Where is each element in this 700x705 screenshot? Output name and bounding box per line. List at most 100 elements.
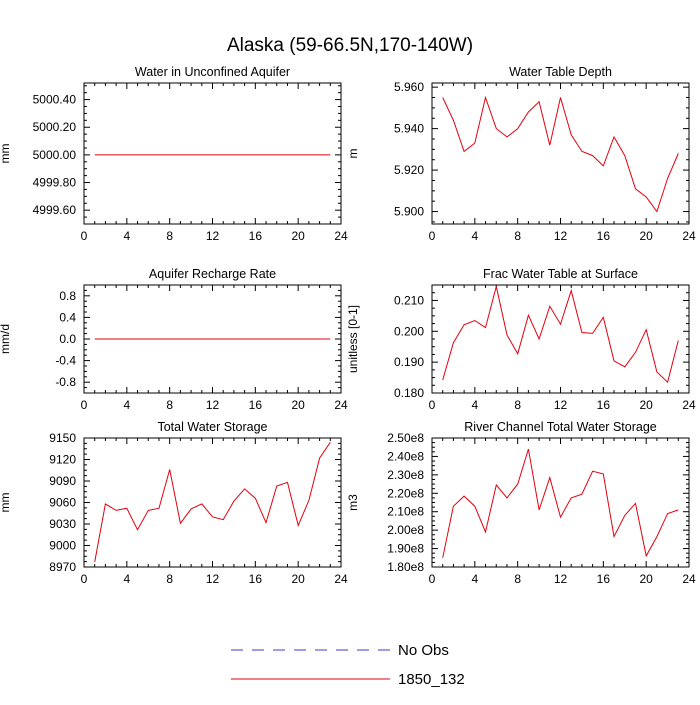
y-tick-label: 5.960 [394,80,424,94]
x-tick-label: 12 [554,229,568,243]
panel-6: River Channel Total Water Storage 0 4 8 12 16… [346,420,696,586]
y-tick-label: 5.900 [394,205,424,219]
series-line [442,448,679,558]
y-tick-label: 0.4 [59,310,76,324]
x-tick-label: 20 [291,572,305,586]
plot-frame [431,284,690,394]
y-tick-label: 2.50e8 [387,431,424,445]
x-tick-label: 8 [166,572,173,586]
y-axis-label: m3 [346,494,360,511]
panel-title: River Channel Total Water Storage [464,420,657,434]
x-tick-label: 16 [249,572,263,586]
x-tick-label: 4 [123,572,130,586]
x-tick-label: 8 [514,398,521,412]
x-tick-label: 4 [471,398,478,412]
y-tick-label: 5.920 [394,163,424,177]
y-tick-label: -0.8 [55,375,76,389]
y-tick-label: 4999.80 [33,176,77,190]
panel-4: Frac Water Table at Surface 0 4 8 12 16 20 24 0.… [346,267,696,412]
y-tick-label: 1.80e8 [387,560,424,574]
x-tick-label: 0 [429,398,436,412]
panel-5: Total Water Storage 0 4 8 12 16 20 24 8970 9000 90… [0,420,348,586]
y-tick-label: 0.200 [394,324,424,338]
y-tick-label: 2.00e8 [387,523,424,537]
panel-3: Aquifer Recharge Rate 0 4 8 12 16 20 24 -0.8 -0.4… [0,267,348,412]
series-line [442,95,679,213]
series-line [442,286,679,384]
y-tick-label: 8970 [49,560,76,574]
x-tick-label: 12 [206,572,220,586]
y-tick-label: 9060 [49,496,76,510]
plot-frame [83,437,342,568]
x-tick-label: 24 [682,572,696,586]
y-tick-label: 2.10e8 [387,505,424,519]
y-tick-label: 9090 [49,474,76,488]
x-tick-label: 16 [597,572,611,586]
y-tick-label: 5000.00 [33,148,77,162]
legend-label: No Obs [398,642,449,659]
panel-title: Frac Water Table at Surface [483,267,638,281]
y-tick-label: 4999.60 [33,203,77,217]
y-tick-label: 0.8 [59,289,76,303]
panel-1: Water in Unconfined Aquifer 0 4 8 12 16 20 24 49… [0,65,348,243]
y-tick-label: 0.0 [59,332,76,346]
y-tick-label: 0.190 [394,355,424,369]
x-tick-label: 24 [334,229,348,243]
x-tick-label: 4 [471,229,478,243]
x-tick-label: 8 [514,229,521,243]
x-tick-label: 20 [639,229,653,243]
panel-title: Aquifer Recharge Rate [149,267,276,281]
y-axis-label: m [346,149,360,159]
y-axis-label: mm [0,144,12,164]
y-tick-label: 9120 [49,453,76,467]
x-tick-label: 8 [514,572,521,586]
y-tick-label: 9000 [49,539,76,553]
y-tick-label: -0.4 [55,354,76,368]
x-tick-label: 8 [166,229,173,243]
x-tick-label: 20 [639,398,653,412]
legend: No Obs 1850_132 [231,642,465,688]
y-tick-label: 0.210 [394,293,424,307]
x-tick-label: 20 [291,229,305,243]
x-tick-label: 20 [639,572,653,586]
x-tick-label: 4 [123,398,130,412]
x-tick-label: 12 [206,398,220,412]
x-tick-label: 16 [597,229,611,243]
y-tick-label: 2.20e8 [387,486,424,500]
plot-frame [83,82,342,225]
y-tick-label: 2.30e8 [387,468,424,482]
x-tick-label: 24 [334,572,348,586]
x-tick-label: 0 [81,229,88,243]
x-tick-label: 16 [597,398,611,412]
panel-2: Water Table Depth 0 4 8 12 16 20 24 5.900 5.920 5.… [346,65,696,243]
panel-title: Water in Unconfined Aquifer [135,65,290,79]
y-tick-label: 9030 [49,517,76,531]
y-tick-label: 5000.20 [33,120,77,134]
y-tick-label: 5.940 [394,122,424,136]
series-line [94,442,331,563]
x-tick-label: 16 [249,229,263,243]
y-tick-label: 0.180 [394,386,424,400]
x-tick-label: 16 [249,398,263,412]
x-tick-label: 12 [554,572,568,586]
x-tick-label: 0 [429,572,436,586]
panel-title: Total Water Storage [157,420,267,434]
y-axis-label: mm/d [0,324,12,354]
y-axis-label: mm [0,493,12,513]
y-tick-label: 1.90e8 [387,542,424,556]
x-tick-label: 24 [682,229,696,243]
y-tick-label: 9150 [49,431,76,445]
x-tick-label: 8 [166,398,173,412]
x-tick-label: 12 [554,398,568,412]
figure-title: Alaska (59-66.5N,170-140W) [227,35,473,56]
x-tick-label: 12 [206,229,220,243]
legend-label: 1850_132 [398,671,465,688]
panel-title: Water Table Depth [509,65,612,79]
x-tick-label: 20 [291,398,305,412]
x-tick-label: 0 [81,398,88,412]
x-tick-label: 0 [429,229,436,243]
x-tick-label: 24 [682,398,696,412]
